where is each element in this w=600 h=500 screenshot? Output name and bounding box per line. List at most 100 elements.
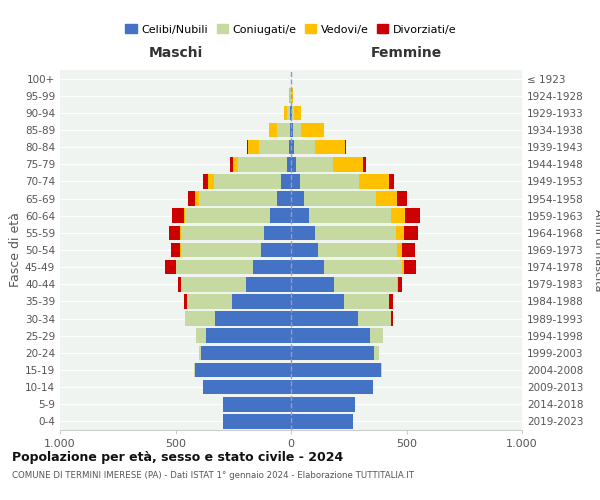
Bar [291, 106, 292, 120]
Bar [376, 192, 397, 206]
Bar [290, 122, 291, 138]
Bar [187, 294, 232, 308]
Bar [232, 294, 291, 308]
Bar [291, 174, 300, 188]
Bar [223, 397, 291, 411]
Bar [397, 277, 398, 291]
Text: Femmine: Femmine [371, 46, 442, 60]
Y-axis label: Anni di nascita: Anni di nascita [593, 209, 600, 291]
Bar [176, 260, 253, 274]
Bar [291, 277, 334, 291]
Bar [291, 122, 293, 138]
Bar [391, 312, 392, 326]
Bar [301, 122, 324, 138]
Bar [194, 362, 195, 378]
Bar [404, 226, 418, 240]
Y-axis label: Fasce di età: Fasce di età [9, 212, 22, 288]
Bar [389, 174, 394, 188]
Bar [291, 294, 344, 308]
Bar [253, 260, 291, 274]
Bar [291, 192, 304, 206]
Bar [391, 208, 406, 223]
Bar [398, 277, 402, 291]
Bar [291, 362, 381, 378]
Bar [203, 174, 208, 188]
Bar [334, 277, 397, 291]
Text: Maschi: Maschi [148, 46, 203, 60]
Bar [291, 346, 374, 360]
Bar [246, 277, 291, 291]
Bar [184, 294, 187, 308]
Bar [181, 242, 261, 258]
Bar [291, 328, 370, 343]
Bar [261, 242, 291, 258]
Bar [203, 380, 291, 394]
Bar [172, 208, 184, 223]
Bar [406, 208, 421, 223]
Bar [291, 260, 325, 274]
Bar [201, 346, 291, 360]
Bar [291, 208, 310, 223]
Bar [169, 226, 180, 240]
Bar [397, 192, 407, 206]
Bar [184, 208, 185, 223]
Bar [270, 208, 291, 223]
Bar [310, 208, 391, 223]
Bar [214, 174, 281, 188]
Bar [277, 192, 291, 206]
Bar [295, 106, 301, 120]
Legend: Celibi/Nubili, Coniugati/e, Vedovi/e, Divorziati/e: Celibi/Nubili, Coniugati/e, Vedovi/e, Di… [121, 20, 461, 39]
Bar [259, 140, 289, 154]
Bar [180, 226, 181, 240]
Bar [185, 312, 215, 326]
Bar [208, 174, 214, 188]
Bar [291, 157, 296, 172]
Bar [291, 140, 294, 154]
Bar [289, 88, 290, 103]
Bar [291, 380, 373, 394]
Bar [188, 192, 195, 206]
Bar [292, 88, 293, 103]
Bar [344, 294, 389, 308]
Bar [291, 397, 355, 411]
Bar [284, 106, 287, 120]
Bar [181, 226, 265, 240]
Bar [199, 192, 277, 206]
Bar [397, 242, 402, 258]
Bar [370, 328, 383, 343]
Bar [374, 346, 379, 360]
Bar [277, 122, 290, 138]
Bar [358, 312, 391, 326]
Bar [238, 157, 287, 172]
Bar [291, 226, 315, 240]
Bar [291, 312, 358, 326]
Bar [215, 312, 291, 326]
Bar [402, 242, 415, 258]
Bar [359, 174, 389, 188]
Text: COMUNE DI TERMINI IMERESE (PA) - Dati ISTAT 1° gennaio 2024 - Elaborazione TUTTI: COMUNE DI TERMINI IMERESE (PA) - Dati IS… [12, 472, 414, 480]
Bar [287, 106, 290, 120]
Bar [292, 106, 295, 120]
Bar [195, 362, 291, 378]
Bar [290, 106, 291, 120]
Bar [293, 122, 301, 138]
Bar [289, 140, 291, 154]
Bar [206, 328, 291, 343]
Bar [315, 226, 396, 240]
Bar [389, 294, 392, 308]
Bar [317, 242, 397, 258]
Bar [296, 157, 332, 172]
Text: Popolazione per età, sesso e stato civile - 2024: Popolazione per età, sesso e stato civil… [12, 452, 343, 464]
Bar [402, 260, 404, 274]
Bar [247, 140, 248, 154]
Bar [281, 174, 291, 188]
Bar [165, 260, 176, 274]
Bar [195, 192, 199, 206]
Bar [304, 192, 376, 206]
Bar [344, 140, 346, 154]
Bar [332, 157, 362, 172]
Bar [287, 157, 291, 172]
Bar [223, 414, 291, 428]
Bar [265, 226, 291, 240]
Bar [362, 157, 366, 172]
